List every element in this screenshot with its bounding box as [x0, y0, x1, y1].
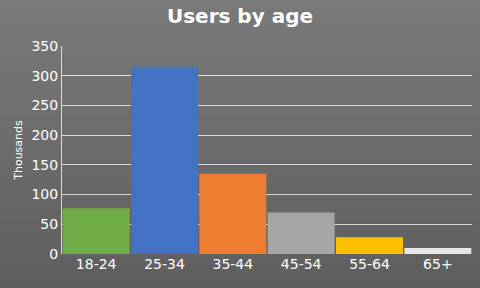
- svg-text:35-44: 35-44: [212, 256, 253, 272]
- svg-text:250: 250: [31, 97, 58, 113]
- svg-text:18-24: 18-24: [76, 256, 117, 272]
- svg-text:150: 150: [31, 157, 58, 173]
- svg-text:200: 200: [31, 127, 58, 143]
- svg-text:300: 300: [31, 68, 58, 84]
- svg-text:25-34: 25-34: [144, 256, 185, 272]
- svg-text:45-54: 45-54: [281, 256, 322, 272]
- svg-text:100: 100: [31, 186, 58, 202]
- svg-text:50: 50: [40, 216, 58, 232]
- svg-text:Users by age: Users by age: [167, 4, 313, 28]
- svg-text:0: 0: [49, 246, 58, 262]
- svg-text:Thousands: Thousands: [12, 120, 25, 181]
- svg-text:350: 350: [31, 38, 58, 54]
- svg-text:55-64: 55-64: [349, 256, 390, 272]
- svg-text:65+: 65+: [423, 256, 453, 272]
